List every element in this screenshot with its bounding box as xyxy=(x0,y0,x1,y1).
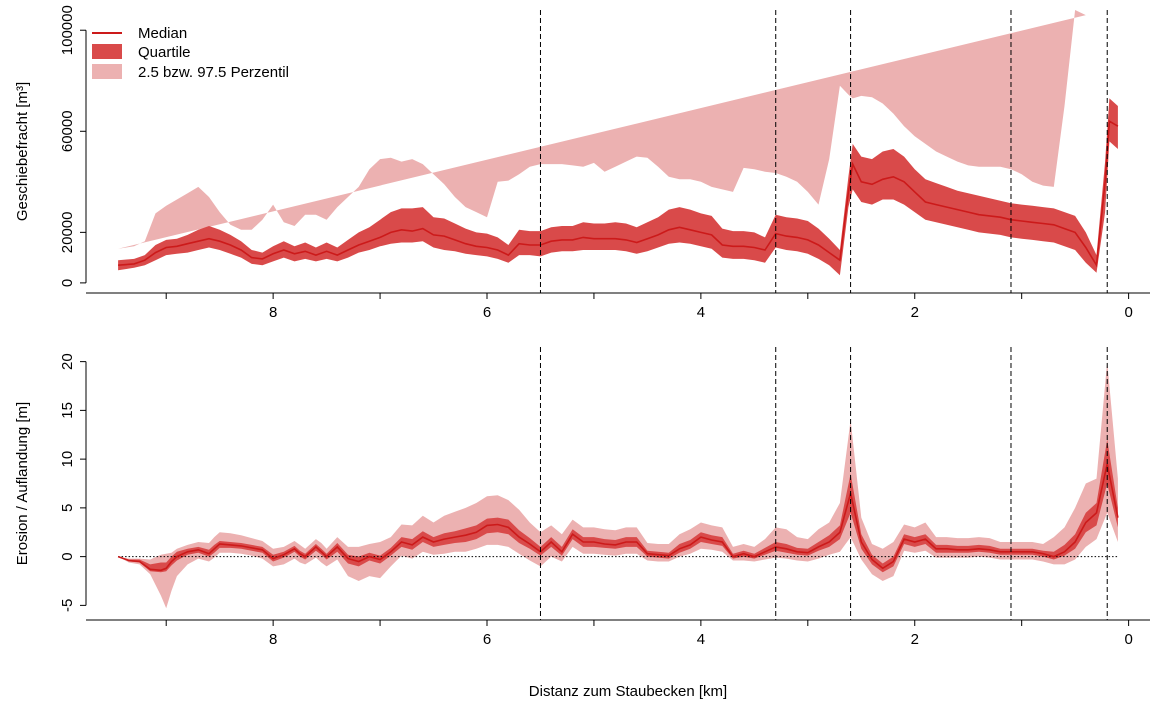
y-tick-label: -5 xyxy=(59,599,76,612)
legend-perzentil-label: 2.5 bzw. 97.5 Perzentil xyxy=(138,64,289,81)
legend-median-label: Median xyxy=(138,25,187,42)
y-tick-label: 5 xyxy=(59,504,76,512)
x-tick-label: 4 xyxy=(697,631,705,648)
x-tick-label: 6 xyxy=(483,631,491,648)
x-tick-label: 2 xyxy=(911,631,919,648)
y-tick-label: 15 xyxy=(59,402,76,419)
y-tick-label: 20000 xyxy=(59,211,76,253)
band-layer xyxy=(118,10,1119,276)
axes-frame: 8 6 4 2 0 0 20000 60000 100000 xyxy=(59,5,1150,321)
x-tick-label: 0 xyxy=(1124,304,1132,321)
perzentil-band xyxy=(118,361,1118,609)
panel-sediment-load: 8 6 4 2 0 0 20000 60000 100000 Geschiebefracht [… xyxy=(14,5,1150,321)
median-line xyxy=(117,463,1119,572)
y-tick-label: 20 xyxy=(59,353,76,370)
x-tick-label: 8 xyxy=(269,304,277,321)
band-layer xyxy=(117,361,1119,609)
legend-quartile-swatch xyxy=(92,44,122,59)
x-tick-label: 6 xyxy=(483,304,491,321)
y-tick-label: 0 xyxy=(59,279,76,287)
x-tick-label: 2 xyxy=(911,304,919,321)
legend-quartile-label: Quartile xyxy=(138,44,191,61)
y-tick-label: 100000 xyxy=(59,5,76,55)
y-tick-label: 60000 xyxy=(59,110,76,152)
reference-lines xyxy=(539,10,1108,293)
legend-perzentil-swatch xyxy=(92,64,122,79)
x-tick-label: 0 xyxy=(1124,631,1132,648)
y-axis-title: Geschiebefracht [m³] xyxy=(14,82,31,221)
x-tick-label: 4 xyxy=(697,304,705,321)
legend: Median Quartile 2.5 bzw. 97.5 Perzentil xyxy=(92,25,289,81)
perzentil-band xyxy=(118,10,1086,249)
quartile-band xyxy=(118,98,1118,276)
y-tick-label: 10 xyxy=(59,451,76,468)
median-line xyxy=(118,119,1119,268)
y-tick-label: 0 xyxy=(59,552,76,560)
reference-lines xyxy=(539,347,1108,620)
x-axis-title: Distanz zum Staubecken [km] xyxy=(529,683,727,700)
x-tick-label: 8 xyxy=(269,631,277,648)
quartile-band xyxy=(118,439,1118,573)
y-axis-title: Erosion / Auflandung [m] xyxy=(14,402,31,565)
